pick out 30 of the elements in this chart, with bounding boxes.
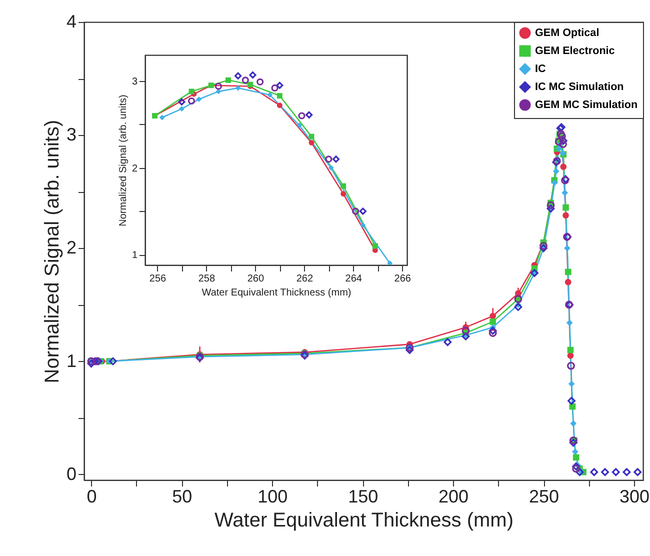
legend-label: IC: [535, 63, 546, 75]
x-tick-label: 200: [438, 486, 469, 506]
y-axis-title: Normalized Signal (arb. units): [118, 94, 129, 226]
x-tick-label: 262: [296, 274, 314, 284]
y-tick-label: 4: [66, 12, 76, 32]
legend-label: IC MC Simulation: [535, 81, 624, 93]
legend-label: GEM MC Simulation: [535, 99, 638, 111]
legend-label: GEM Electronic: [535, 45, 615, 57]
y-axis-title: Normalized Signal (arb. units): [41, 120, 64, 384]
x-tick-label: 100: [258, 486, 288, 506]
x-tick-label: 250: [528, 486, 560, 506]
x-axis-title: Water Equivalent Thickness (mm): [202, 288, 352, 298]
x-tick-label: 258: [198, 274, 216, 284]
x-tick-label: 266: [394, 274, 412, 284]
y-tick-label: 3: [132, 76, 138, 88]
x-tick-label: 256: [149, 274, 167, 284]
y-tick-label: 3: [66, 124, 76, 145]
y-tick-label: 2: [66, 238, 76, 258]
x-tick-label: 300: [619, 486, 650, 506]
legend-label: GEM Optical: [535, 27, 600, 39]
x-tick-label: 260: [247, 274, 264, 284]
x-axis-title: Water Equivalent Thickness (mm): [214, 510, 514, 532]
y-tick-label: 1: [132, 250, 138, 262]
y-tick-label: 2: [132, 163, 138, 174]
x-tick-label: 50: [172, 486, 192, 506]
y-tick-label: 0: [66, 464, 76, 484]
x-tick-label: 150: [348, 486, 378, 506]
y-tick-label: 1: [66, 350, 76, 371]
x-tick-label: 0: [86, 486, 97, 506]
x-tick-label: 264: [345, 274, 362, 284]
